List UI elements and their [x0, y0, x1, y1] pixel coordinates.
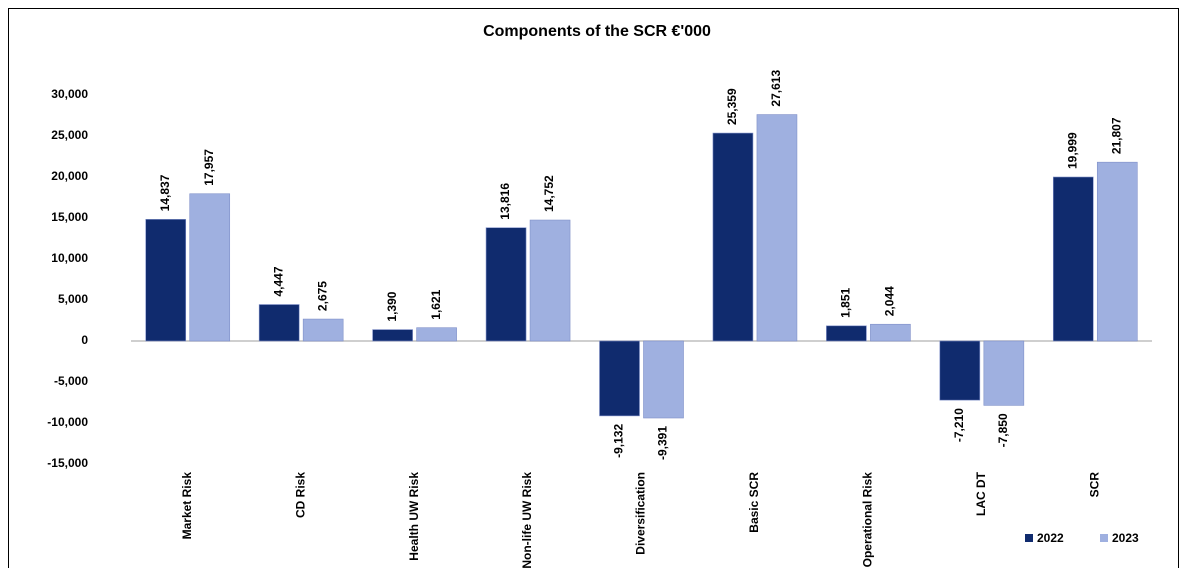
- value-label: 14,837: [158, 174, 172, 211]
- y-tick-label: 5,000: [58, 292, 88, 306]
- bar: [756, 114, 798, 342]
- value-label: 13,816: [498, 183, 512, 220]
- bar: [1052, 176, 1094, 342]
- value-label: 25,359: [725, 88, 739, 125]
- y-tick-label: 25,000: [51, 128, 88, 142]
- value-label: -9,391: [656, 426, 670, 460]
- value-label: 1,851: [839, 287, 853, 317]
- bar: [416, 327, 457, 342]
- bar: [145, 219, 187, 342]
- bar: [258, 304, 300, 342]
- bar: [712, 132, 754, 342]
- value-label: -9,132: [612, 424, 626, 458]
- legend-swatch: [1100, 534, 1108, 542]
- y-tick-label: 15,000: [51, 210, 88, 224]
- y-tick-label: 20,000: [51, 169, 88, 183]
- x-tick-label: Market Risk: [180, 472, 194, 540]
- x-tick-label: Non-life UW Risk: [520, 472, 534, 568]
- bar: [939, 340, 981, 401]
- value-label: 21,807: [1109, 117, 1123, 154]
- chart-title: Components of the SCR €'000: [483, 23, 711, 40]
- x-tick-label: Basic SCR: [747, 472, 761, 533]
- value-label: 2,044: [883, 286, 897, 316]
- value-label: 4,447: [271, 266, 285, 296]
- y-tick-label: 30,000: [51, 87, 88, 101]
- value-label: 1,621: [429, 289, 443, 319]
- y-tick-label: -15,000: [47, 456, 88, 470]
- bar: [826, 325, 867, 342]
- bar: [372, 329, 413, 342]
- legend-label: 2023: [1112, 531, 1139, 545]
- bar: [189, 193, 231, 342]
- value-label: 14,752: [542, 175, 556, 212]
- value-label: 2,675: [315, 281, 329, 311]
- value-label: 17,957: [202, 149, 216, 186]
- bar: [485, 227, 527, 342]
- x-tick-label: Health UW Risk: [407, 472, 421, 561]
- value-label: 19,999: [1065, 132, 1079, 169]
- y-tick-label: 0: [81, 333, 88, 347]
- value-label: -7,210: [952, 408, 966, 442]
- bar: [643, 340, 684, 419]
- bar: [870, 323, 911, 342]
- x-tick-label: LAC DT: [974, 471, 988, 516]
- legend-label: 2022: [1037, 531, 1064, 545]
- x-tick-label: CD Risk: [293, 472, 307, 518]
- bar: [529, 219, 571, 342]
- x-tick-label: Operational Risk: [861, 472, 875, 568]
- y-tick-label: 10,000: [51, 251, 88, 265]
- bar: [983, 340, 1025, 406]
- bar: [599, 340, 640, 417]
- legend-swatch: [1025, 534, 1033, 542]
- value-label: 27,613: [769, 70, 783, 107]
- x-tick-label: SCR: [1087, 472, 1101, 498]
- value-label: -7,850: [996, 413, 1010, 447]
- bar: [1096, 161, 1138, 342]
- x-tick-label: Diversification: [634, 472, 648, 555]
- value-label: 1,390: [385, 291, 399, 321]
- y-tick-label: -10,000: [47, 415, 88, 429]
- bar: [302, 318, 344, 342]
- y-tick-label: -5,000: [54, 374, 88, 388]
